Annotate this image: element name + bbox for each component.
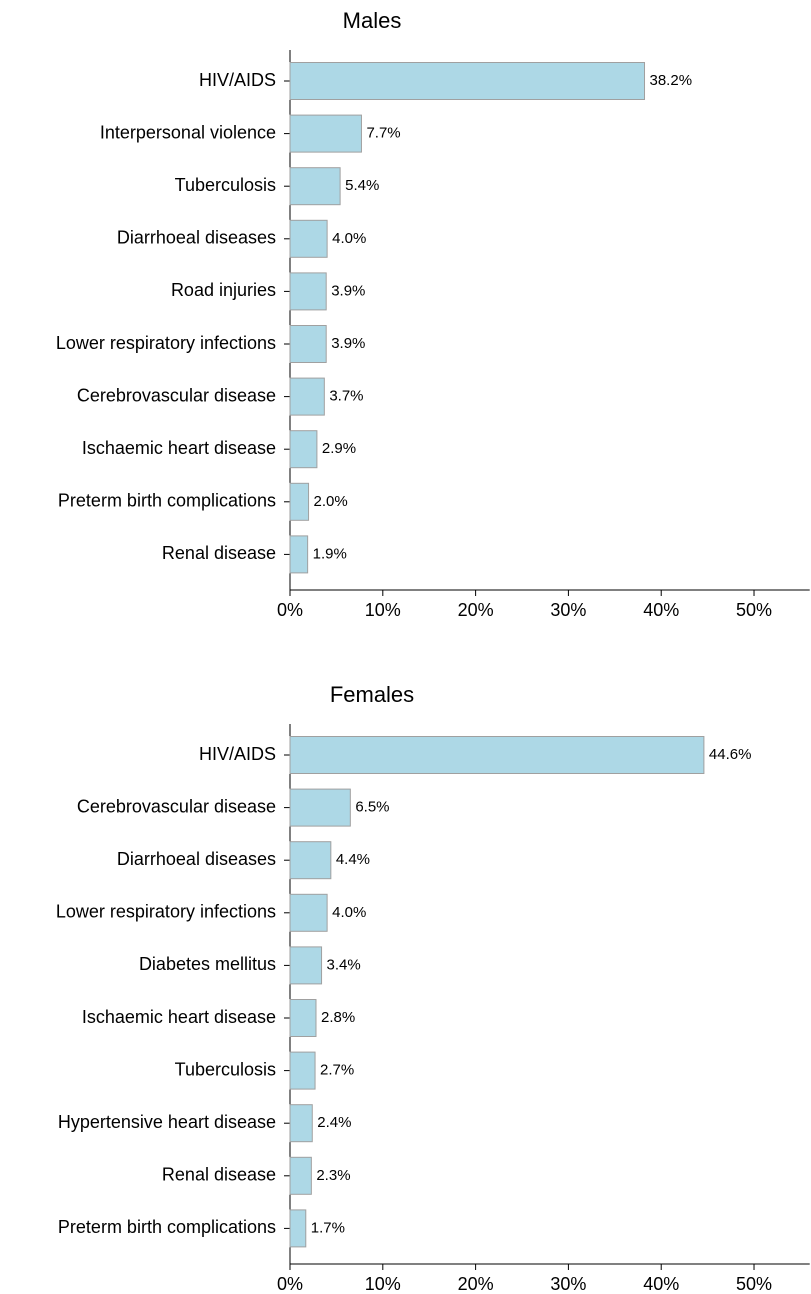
bar — [289, 736, 705, 774]
y-tick-label: Hypertensive heart disease — [58, 1112, 276, 1132]
bar — [289, 377, 325, 416]
value-label: 3.4% — [327, 956, 361, 973]
x-tick-label: 50% — [736, 1274, 772, 1294]
bar — [289, 325, 327, 363]
value-label: 38.2% — [650, 72, 693, 89]
y-tick-label: Ischaemic heart disease — [82, 1007, 276, 1027]
chart-title: Males — [343, 8, 402, 33]
value-label: 1.9% — [313, 545, 347, 562]
y-tick-label: Preterm birth complications — [58, 491, 276, 511]
value-label: 3.9% — [331, 282, 365, 299]
y-tick-label: Cerebrovascular disease — [77, 385, 276, 405]
y-tick-label: Tuberculosis — [175, 1059, 276, 1079]
y-tick-label: Renal disease — [162, 1165, 276, 1185]
value-label: 5.4% — [345, 177, 379, 194]
y-tick-label: Preterm birth complications — [58, 1217, 276, 1237]
bar — [289, 1209, 307, 1248]
chart-title: Females — [330, 682, 414, 707]
x-tick-label: 40% — [643, 600, 679, 620]
value-label: 2.0% — [314, 493, 348, 510]
x-tick-label: 0% — [277, 1274, 303, 1294]
bar — [289, 62, 646, 100]
y-tick-label: Diabetes mellitus — [139, 954, 276, 974]
value-label: 2.8% — [321, 1009, 355, 1026]
y-tick-label: Lower respiratory infections — [56, 333, 276, 353]
bar — [289, 167, 341, 206]
value-label: 1.7% — [311, 1219, 345, 1236]
value-label: 4.0% — [332, 904, 366, 921]
value-label: 2.7% — [320, 1062, 354, 1079]
x-tick-label: 10% — [365, 600, 401, 620]
bar — [289, 535, 309, 574]
bar — [289, 430, 318, 469]
x-tick-label: 20% — [458, 1274, 494, 1294]
bar — [289, 114, 362, 153]
x-tick-label: 50% — [736, 600, 772, 620]
value-label: 7.7% — [366, 125, 400, 142]
y-tick-label: Renal disease — [162, 543, 276, 563]
y-tick-label: Road injuries — [171, 280, 276, 300]
bar — [289, 946, 323, 985]
value-label: 2.4% — [317, 1114, 351, 1131]
bar — [289, 1104, 313, 1143]
bar — [289, 272, 327, 311]
bar — [289, 1051, 316, 1090]
bar — [289, 999, 317, 1037]
value-label: 4.4% — [336, 851, 370, 868]
y-tick-label: Interpersonal violence — [100, 122, 276, 142]
bar — [289, 788, 351, 827]
bar — [289, 893, 328, 932]
x-tick-label: 0% — [277, 600, 303, 620]
value-label: 2.9% — [322, 440, 356, 457]
bar — [289, 1156, 312, 1195]
y-tick-label: HIV/AIDS — [199, 70, 276, 90]
value-label: 3.7% — [329, 388, 363, 405]
y-tick-label: Lower respiratory infections — [56, 902, 276, 922]
x-tick-label: 20% — [458, 600, 494, 620]
bar — [289, 219, 328, 258]
x-tick-label: 30% — [550, 600, 586, 620]
bar — [289, 482, 310, 521]
value-label: 3.9% — [331, 335, 365, 352]
value-label: 4.0% — [332, 230, 366, 247]
value-label: 2.3% — [316, 1167, 350, 1184]
y-tick-label: Cerebrovascular disease — [77, 796, 276, 816]
value-label: 44.6% — [709, 746, 752, 763]
y-tick-label: Diarrhoeal diseases — [117, 228, 276, 248]
value-label: 6.5% — [355, 799, 389, 816]
x-tick-label: 30% — [550, 1274, 586, 1294]
y-tick-label: Ischaemic heart disease — [82, 438, 276, 458]
x-tick-label: 40% — [643, 1274, 679, 1294]
x-tick-label: 10% — [365, 1274, 401, 1294]
y-tick-label: Tuberculosis — [175, 175, 276, 195]
y-tick-label: HIV/AIDS — [199, 744, 276, 764]
y-tick-label: Diarrhoeal diseases — [117, 849, 276, 869]
bar — [289, 841, 332, 880]
